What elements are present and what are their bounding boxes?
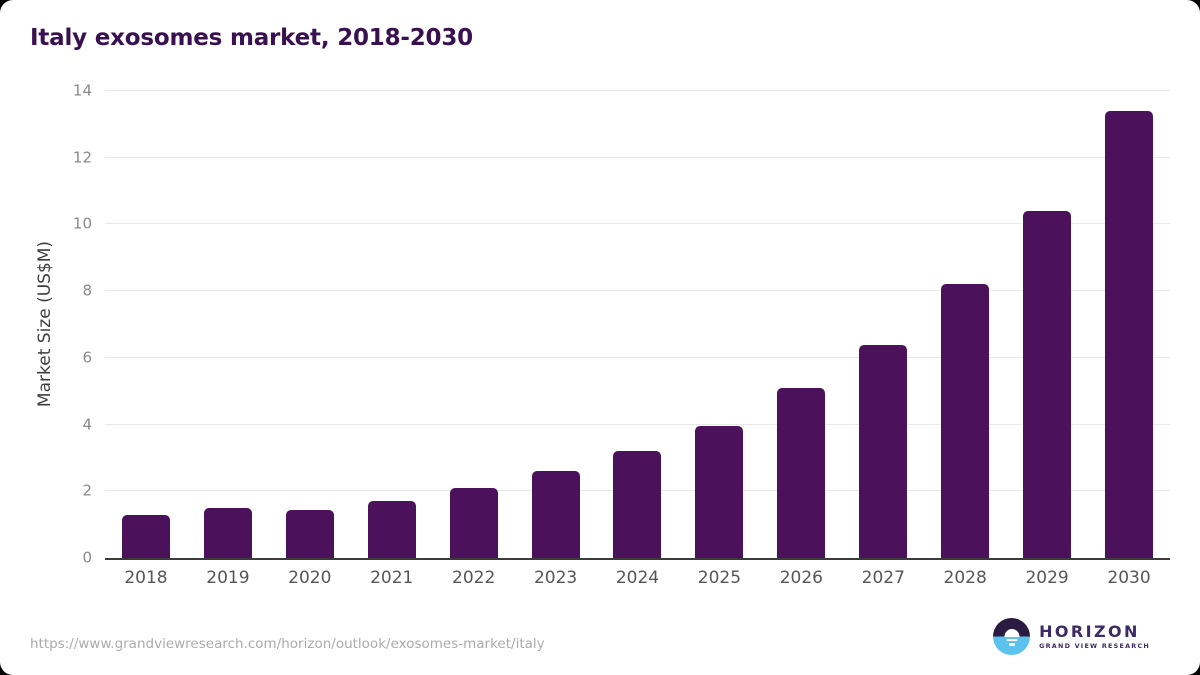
bar-slot xyxy=(1088,91,1170,558)
x-tick-label: 2018 xyxy=(124,568,168,588)
gridline xyxy=(105,356,1170,358)
x-tick-label: 2028 xyxy=(943,568,987,588)
x-tick-label: 2024 xyxy=(615,568,660,588)
bar-slot xyxy=(842,91,924,558)
gridline xyxy=(105,423,1170,425)
y-tick-label: 4 xyxy=(82,415,92,434)
bar-slot xyxy=(760,91,842,558)
bar-slot xyxy=(924,91,1006,558)
x-tick-label: 2020 xyxy=(288,568,332,588)
bar-2018 xyxy=(121,515,170,558)
bar-slot xyxy=(187,91,269,558)
gridline xyxy=(105,156,1170,158)
x-tick-label: 2026 xyxy=(779,568,823,588)
bar-slot xyxy=(597,91,679,558)
plot-area xyxy=(105,90,1170,560)
wave-line-icon xyxy=(1008,643,1015,646)
bar-slot xyxy=(105,91,187,558)
horizon-logo-icon xyxy=(993,618,1031,655)
y-tick-label: 10 xyxy=(72,214,92,233)
x-tick-label: 2030 xyxy=(1107,568,1151,588)
x-tick-label: 2022 xyxy=(452,568,496,588)
bar-2019 xyxy=(203,508,252,558)
bars xyxy=(105,91,1170,558)
y-tick-label: 14 xyxy=(72,81,92,100)
bar-2025 xyxy=(695,426,744,558)
bar-2024 xyxy=(613,451,662,558)
bar-2022 xyxy=(449,488,498,558)
bar-slot xyxy=(1006,91,1088,558)
gridline xyxy=(105,223,1170,225)
y-tick-label: 8 xyxy=(82,281,92,300)
wave-line-icon xyxy=(1006,638,1018,642)
bar-2026 xyxy=(777,387,826,558)
logo-subbrand-text: GRAND VIEW RESEARCH xyxy=(1039,641,1150,650)
gridline xyxy=(105,290,1170,292)
x-tick-label: 2019 xyxy=(206,568,250,588)
source-url: https://www.grandviewresearch.com/horizo… xyxy=(30,636,545,652)
logo-text: HORIZON GRAND VIEW RESEARCH xyxy=(1039,623,1150,650)
gridline xyxy=(105,90,1170,91)
y-tick-label: 12 xyxy=(72,148,92,167)
bar-slot xyxy=(269,91,351,558)
x-tick-label: 2027 xyxy=(861,568,905,588)
bar-slot xyxy=(351,91,433,558)
x-tick-label: 2023 xyxy=(533,568,578,588)
bar-slot xyxy=(678,91,760,558)
x-tick-label: 2021 xyxy=(370,568,414,588)
y-axis-tick-labels: 0 2 4 6 8 10 12 14 xyxy=(0,83,92,565)
bar-2029 xyxy=(1023,211,1072,558)
x-tick-label: 2029 xyxy=(1025,568,1069,588)
sun-icon xyxy=(1004,629,1020,637)
bar-slot xyxy=(433,91,515,558)
bar-2023 xyxy=(531,471,580,558)
x-axis-tick-labels: 2018 2019 2020 2021 2022 2023 2024 2025 2026 2027… xyxy=(105,568,1170,588)
y-tick-label: 2 xyxy=(82,481,92,500)
bar-2028 xyxy=(941,284,990,558)
chart-title: Italy exosomes market, 2018-2030 xyxy=(30,25,473,51)
bar-2020 xyxy=(285,510,334,558)
bar-2030 xyxy=(1105,111,1154,558)
logo-brand-text: HORIZON xyxy=(1039,622,1140,642)
bar-slot xyxy=(515,91,597,558)
y-tick-label: 0 xyxy=(82,548,92,567)
bar-2027 xyxy=(859,344,908,558)
bar-2021 xyxy=(367,500,416,558)
horizon-logo: HORIZON GRAND VIEW RESEARCH xyxy=(993,618,1150,655)
x-tick-label: 2025 xyxy=(697,568,742,588)
y-tick-label: 6 xyxy=(82,348,92,367)
